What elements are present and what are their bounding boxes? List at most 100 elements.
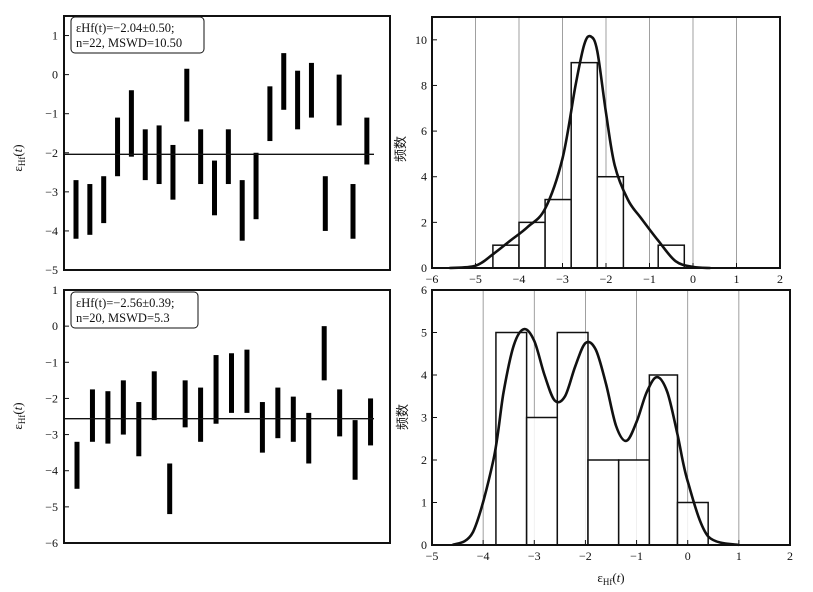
y-tick-label: 0 bbox=[52, 68, 58, 82]
error-bar bbox=[295, 70, 301, 130]
x-tick-label: −4 bbox=[513, 272, 526, 286]
y-tick-label: −5 bbox=[45, 263, 58, 277]
y-tick-label: −3 bbox=[45, 185, 58, 199]
y-tick-label: 0 bbox=[421, 261, 427, 275]
error-bar bbox=[225, 129, 231, 185]
density-curve bbox=[449, 34, 711, 270]
x-tick-label: −2 bbox=[600, 272, 613, 286]
error-bar bbox=[336, 74, 342, 126]
error-bar bbox=[253, 152, 259, 220]
error-bar bbox=[275, 387, 281, 439]
error-bar bbox=[74, 441, 80, 489]
error-bar bbox=[364, 117, 370, 165]
y-tick-label: −1 bbox=[45, 355, 58, 369]
y-tick-label: −1 bbox=[45, 107, 58, 121]
y-tick-label: 6 bbox=[421, 283, 427, 297]
y-tick-label: −2 bbox=[45, 391, 58, 405]
y-tick-label: 6 bbox=[421, 124, 427, 138]
y-tick-label: −5 bbox=[45, 500, 58, 514]
x-tick-label: −4 bbox=[477, 549, 490, 563]
x-tick-label: −6 bbox=[426, 272, 439, 286]
histogram-bar bbox=[492, 244, 520, 269]
error-bar bbox=[267, 86, 273, 142]
error-bar bbox=[368, 398, 374, 446]
error-bar bbox=[167, 463, 173, 515]
histogram-bar bbox=[556, 331, 589, 546]
plot-frame bbox=[431, 16, 781, 269]
error-bar bbox=[105, 391, 111, 444]
axis-ticks: −5 −4 −3 −2 −1 0 1 2 0 1 2 3 4 5 6 bbox=[421, 283, 793, 563]
error-bar bbox=[229, 353, 234, 413]
error-bar bbox=[73, 180, 79, 239]
plot-frame bbox=[63, 15, 391, 271]
x-tick-label: −3 bbox=[556, 272, 569, 286]
error-bar-group bbox=[74, 326, 374, 515]
histogram-bar bbox=[570, 61, 599, 269]
histogram-bar bbox=[676, 501, 709, 546]
error-bar bbox=[120, 380, 126, 435]
error-bar bbox=[184, 68, 190, 122]
error-bar bbox=[101, 176, 107, 224]
error-bar bbox=[352, 420, 358, 480]
x-tick-label: 1 bbox=[736, 549, 742, 563]
y-tick-label: 8 bbox=[421, 78, 427, 92]
x-tick-label: 0 bbox=[685, 549, 691, 563]
error-bar bbox=[337, 389, 343, 437]
annotation-line-1: εHf(t)=−2.04±0.50; bbox=[76, 21, 174, 35]
y-axis-title: εHf(t) bbox=[10, 402, 27, 429]
x-tick-label: 2 bbox=[777, 272, 783, 286]
x-tick-label: −1 bbox=[643, 272, 656, 286]
annotation-line-2: n=20, MSWD=5.3 bbox=[76, 311, 170, 325]
error-bar bbox=[87, 184, 93, 235]
y-tick-label: 1 bbox=[52, 283, 58, 297]
y-tick-label: −4 bbox=[45, 464, 58, 478]
error-bar bbox=[213, 355, 219, 424]
error-bar bbox=[281, 53, 287, 110]
panel-ehf-errorbars-top: 1 0 −1 −2 −3 −4 −5 εHf(t) εHf(t)=−2.04±0.50; n… bbox=[10, 15, 391, 277]
axis-ticks: −6 −5 −4 −3 −2 −1 0 1 2 0 2 4 6 8 10 bbox=[415, 33, 783, 286]
histogram-bar bbox=[648, 374, 679, 546]
error-bar bbox=[198, 387, 204, 442]
y-tick-label: −2 bbox=[45, 146, 58, 160]
x-tick-label: −1 bbox=[630, 549, 643, 563]
error-bar bbox=[322, 176, 328, 231]
x-tick-label: −5 bbox=[426, 549, 439, 563]
error-bar bbox=[321, 326, 327, 381]
error-bar-group bbox=[73, 53, 370, 241]
y-tick-label: −4 bbox=[45, 224, 58, 238]
histogram-bar bbox=[587, 459, 620, 546]
error-bar bbox=[136, 402, 142, 457]
error-bar bbox=[350, 184, 356, 239]
y-tick-label: 1 bbox=[52, 29, 58, 43]
histogram-bar bbox=[617, 459, 651, 546]
histogram-bar bbox=[518, 221, 546, 269]
x-tick-label: −5 bbox=[469, 272, 482, 286]
error-bar bbox=[212, 160, 217, 216]
error-bar bbox=[151, 371, 157, 421]
error-bar bbox=[306, 412, 312, 464]
histogram-bar bbox=[544, 198, 572, 269]
y-axis-title: 频数 bbox=[394, 136, 409, 162]
histogram-bar bbox=[525, 416, 559, 546]
error-bar bbox=[170, 144, 176, 200]
y-tick-label: 10 bbox=[415, 33, 427, 47]
x-tick-label: −3 bbox=[528, 549, 541, 563]
panel-histogram-bottom: −5 −4 −3 −2 −1 0 1 2 0 1 2 3 4 5 6 频数 εHf(t) bbox=[396, 283, 793, 587]
y-tick-label: −6 bbox=[45, 536, 58, 550]
y-axis-ticks: 1 0 −1 −2 −3 −4 −5 bbox=[45, 29, 69, 277]
x-axis-title: εHf(t) bbox=[597, 570, 624, 587]
y-tick-label: 2 bbox=[421, 215, 427, 229]
annotation-box bbox=[70, 291, 199, 329]
x-tick-label: −2 bbox=[579, 549, 592, 563]
y-tick-label: 3 bbox=[421, 411, 427, 425]
y-axis-title: 频数 bbox=[396, 404, 411, 430]
y-tick-label: 4 bbox=[421, 368, 427, 382]
density-curve bbox=[451, 327, 740, 547]
error-bar bbox=[259, 402, 265, 453]
y-tick-label: −3 bbox=[45, 428, 58, 442]
annotation-box bbox=[70, 16, 205, 54]
plot-frame bbox=[63, 289, 391, 544]
error-bar bbox=[198, 129, 204, 185]
annotation-line-2: n=22, MSWD=10.50 bbox=[76, 36, 182, 50]
